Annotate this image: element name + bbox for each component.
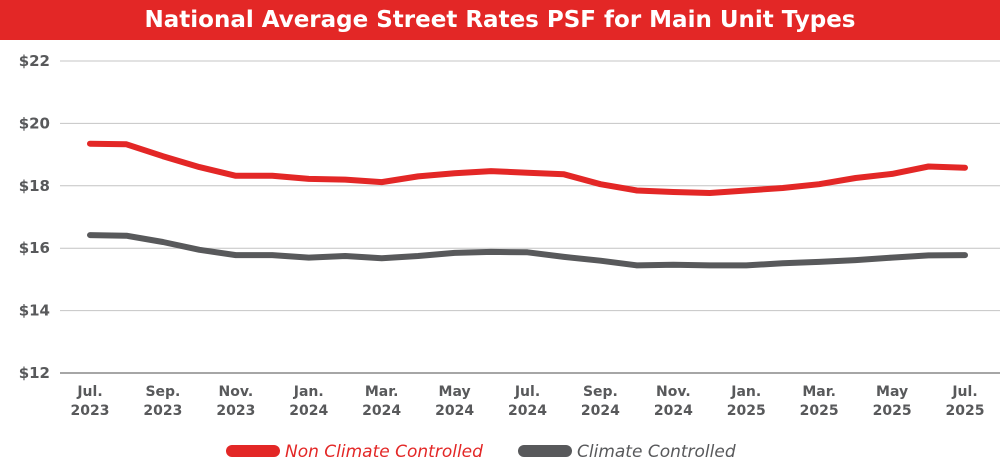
y-tick-label: $22 xyxy=(19,52,50,70)
x-tick-label: 2024 xyxy=(362,403,401,419)
x-tick-label: Sep. xyxy=(583,384,618,400)
x-tick-label: 2024 xyxy=(508,403,547,419)
x-tick-label: 2023 xyxy=(71,403,110,419)
x-tick-label: Jan. xyxy=(293,384,324,400)
x-tick-label: Jan. xyxy=(730,384,761,400)
x-tick-label: Jul. xyxy=(76,384,102,400)
x-tick-label: Jul. xyxy=(514,384,540,400)
y-tick-label: $12 xyxy=(19,364,50,382)
x-tick-label: 2024 xyxy=(654,403,693,419)
x-tick-label: 2023 xyxy=(216,403,255,419)
y-tick-label: $20 xyxy=(19,114,50,132)
y-tick-label: $14 xyxy=(19,302,50,320)
y-tick-label: $18 xyxy=(19,177,50,195)
legend-label: Non Climate Controlled xyxy=(285,442,483,462)
x-tick-label: 2023 xyxy=(143,403,182,419)
x-tick-label: Nov. xyxy=(219,384,254,400)
chart-title: National Average Street Rates PSF for Ma… xyxy=(0,0,1000,40)
x-tick-label: Jul. xyxy=(951,384,977,400)
x-tick-label: 2024 xyxy=(581,403,620,419)
y-tick-label: $16 xyxy=(19,239,50,257)
x-tick-label: Nov. xyxy=(656,384,691,400)
x-tick-label: 2025 xyxy=(727,403,766,419)
x-tick-label: May xyxy=(439,384,471,400)
x-tick-label: Sep. xyxy=(145,384,180,400)
x-tick-label: 2025 xyxy=(946,403,985,419)
x-tick-label: 2025 xyxy=(800,403,839,419)
x-tick-label: 2024 xyxy=(435,403,474,419)
x-tick-label: May xyxy=(876,384,908,400)
legend-label: Climate Controlled xyxy=(577,442,736,462)
x-tick-label: Mar. xyxy=(802,384,836,400)
x-tick-label: 2024 xyxy=(289,403,328,419)
x-tick-label: 2025 xyxy=(873,403,912,419)
series-line-1 xyxy=(87,232,968,269)
x-tick-label: Mar. xyxy=(365,384,399,400)
